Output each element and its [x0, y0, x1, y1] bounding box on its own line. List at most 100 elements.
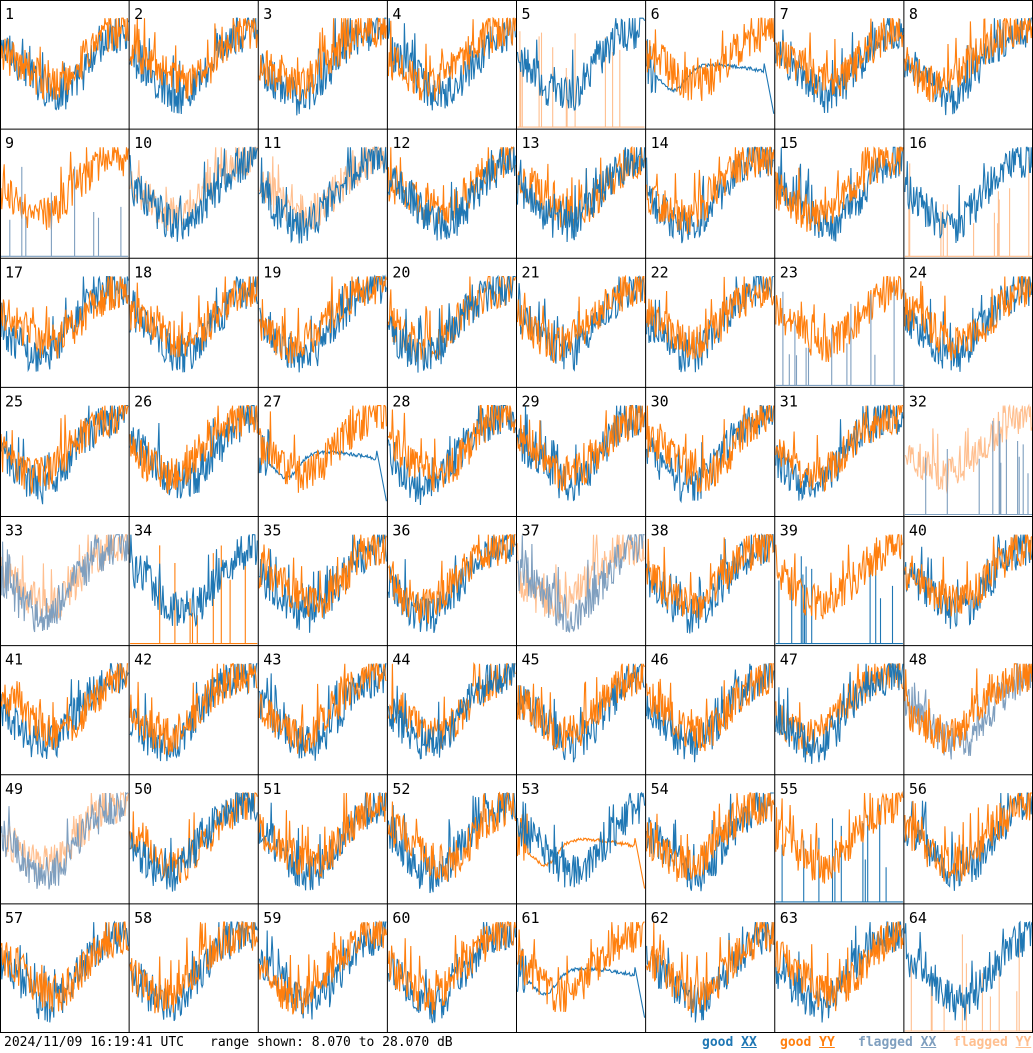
- panel-32-label: 32: [909, 392, 927, 410]
- panel-48-label: 48: [909, 651, 927, 669]
- panel-30: 30: [646, 392, 775, 504]
- panel-60-xx-line: [387, 922, 517, 1024]
- panel-17-yy-line: [0, 276, 129, 359]
- panel-8-label: 8: [909, 5, 918, 23]
- panel-37-xx-line: [516, 534, 645, 634]
- panel-49: 49: [0, 780, 129, 890]
- panel-3-yy-line: [258, 18, 387, 102]
- panel-50-yy-line: [129, 792, 258, 883]
- panel-42-yy-line: [129, 663, 258, 755]
- panel-14-label: 14: [651, 134, 669, 152]
- panel-8: 8: [904, 5, 1033, 116]
- panel-54: 54: [646, 780, 775, 892]
- panel-63-yy-line: [775, 921, 904, 1012]
- panel-29: 29: [516, 392, 646, 502]
- panel-60-label: 60: [392, 909, 410, 927]
- panel-2-label: 2: [134, 5, 143, 23]
- panel-47: 47: [775, 651, 904, 764]
- panel-27: 27: [258, 392, 387, 502]
- panel-44: 44: [387, 651, 516, 760]
- panel-18: 18: [129, 263, 258, 373]
- panel-34-xx-line: [129, 534, 258, 627]
- panel-23-yy-line: [775, 275, 904, 362]
- panel-28: 28: [387, 392, 517, 506]
- panel-28-label: 28: [392, 392, 410, 410]
- panel-27-xx-line: [258, 429, 387, 502]
- panel-12-xx-line: [387, 147, 517, 241]
- panel-44-xx-line: [387, 663, 516, 760]
- panel-44-yy-line: [387, 661, 516, 753]
- panel-24: 24: [904, 263, 1033, 372]
- panel-39-yy-line: [775, 534, 904, 620]
- panel-33-xx-line: [0, 534, 129, 633]
- panel-64-label: 64: [909, 909, 927, 927]
- legend-good-xx-state: good: [702, 1035, 734, 1050]
- panel-60-yy-line: [387, 921, 517, 1015]
- panel-53-xx-line: [516, 791, 646, 888]
- panel-33: 33: [0, 522, 129, 633]
- legend-good-yy: good YY: [780, 1035, 835, 1050]
- panel-16-yy-line: [904, 157, 1032, 257]
- panel-1: 1: [0, 5, 129, 111]
- panel-43-label: 43: [263, 651, 281, 669]
- panel-18-label: 18: [134, 263, 152, 281]
- panel-61: 61: [516, 909, 646, 1018]
- panel-50-xx-line: [129, 792, 258, 892]
- panel-32-yy-line: [904, 403, 1033, 494]
- range-text: range shown: 8.070 to 28.070 dB: [210, 1035, 453, 1050]
- panel-26-label: 26: [134, 392, 152, 410]
- panel-26-yy-line: [129, 405, 258, 494]
- panel-41-yy-line: [0, 662, 129, 750]
- panel-5: 5: [516, 5, 646, 128]
- legend-flagged-yy: flagged YY: [953, 1035, 1031, 1050]
- panel-13-label: 13: [522, 134, 540, 152]
- panel-48-yy-line: [904, 663, 1033, 755]
- legend-good-yy-pol: YY: [819, 1035, 835, 1050]
- panel-29-label: 29: [522, 392, 540, 410]
- panel-6-yy-line: [646, 17, 775, 102]
- panel-40: 40: [904, 522, 1033, 629]
- panel-15-yy-line: [775, 146, 904, 232]
- panel-57-label: 57: [5, 909, 23, 927]
- panel-21: 21: [516, 263, 646, 372]
- panel-3-label: 3: [263, 5, 272, 23]
- panel-11-yy-line: [258, 145, 387, 233]
- panel-61-label: 61: [522, 909, 540, 927]
- panel-50: 50: [129, 780, 258, 892]
- panel-52-yy-line: [387, 791, 517, 882]
- legend-flagged-yy-pol: YY: [1015, 1035, 1032, 1050]
- panel-48: 48: [904, 651, 1033, 760]
- legend-good-xx: good XX: [702, 1035, 757, 1050]
- panel-28-yy-line: [387, 405, 517, 493]
- panel-31-label: 31: [780, 392, 798, 410]
- panel-13-xx-line: [516, 147, 646, 243]
- panel-45-yy-line: [516, 663, 646, 752]
- panel-44-label: 44: [392, 651, 410, 669]
- panel-52-label: 52: [392, 780, 410, 798]
- panel-8-xx-line: [904, 17, 1032, 116]
- panel-46: 46: [646, 651, 775, 763]
- panel-33-yy-line: [0, 534, 129, 622]
- panel-23: 23: [775, 263, 904, 386]
- panel-10-yy-line: [129, 146, 258, 232]
- panel-20-xx-line: [387, 274, 516, 373]
- panel-42: 42: [129, 651, 258, 762]
- panel-55: 55: [775, 780, 904, 903]
- panel-16: 16: [904, 134, 1033, 257]
- panel-21-label: 21: [522, 263, 540, 281]
- panel-42-label: 42: [134, 651, 152, 669]
- panel-30-label: 30: [651, 392, 669, 410]
- panel-16-label: 16: [909, 134, 927, 152]
- panel-46-label: 46: [651, 651, 669, 669]
- panel-51-yy-line: [258, 792, 387, 881]
- panel-53-label: 53: [522, 780, 540, 798]
- panel-7: 7: [775, 5, 904, 114]
- panel-51: 51: [258, 780, 387, 891]
- panel-2-yy-line: [129, 18, 258, 100]
- panel-4: 4: [387, 5, 517, 111]
- panel-63-label: 63: [780, 909, 798, 927]
- panel-20: 20: [387, 263, 517, 373]
- panel-53-yy-line: [516, 813, 646, 889]
- panel-30-yy-line: [646, 405, 775, 494]
- panel-59: 59: [258, 909, 387, 1020]
